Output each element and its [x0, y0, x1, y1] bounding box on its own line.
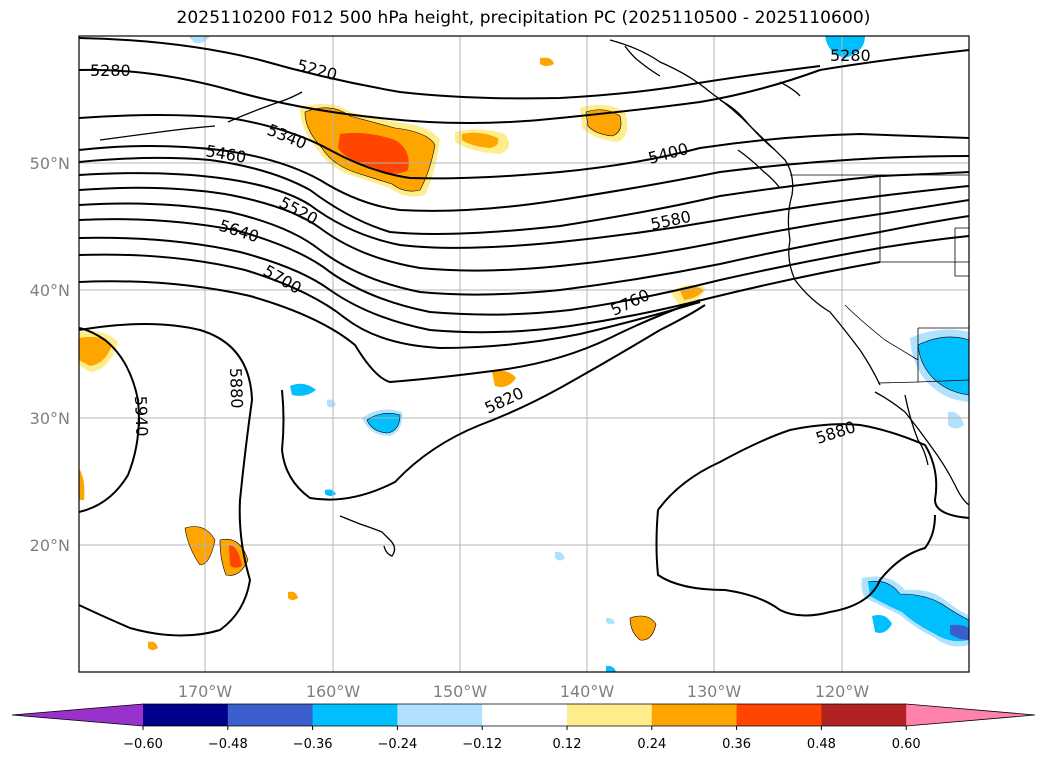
- lat-tick-label: 30°N: [30, 409, 70, 428]
- contour-label: 5880: [226, 367, 246, 408]
- plot-area: 5280 5220 5340 5460 5520 5640 5700 5400 …: [78, 35, 970, 673]
- colorbar: −0.60 −0.48 −0.36 −0.24 −0.12 0.12 0.24 0.36 0.4…: [11, 703, 1036, 752]
- colorbar-tick-label: −0.36: [293, 737, 333, 752]
- contour-label: 5280: [830, 46, 871, 65]
- colorbar-tick-label: 0.24: [637, 737, 666, 752]
- plot-frame: [78, 35, 970, 673]
- colorbar-tick-label: 0.12: [553, 737, 582, 752]
- colorbar-tick-label: 0.48: [807, 737, 836, 752]
- colorbar-swatch: [312, 704, 398, 726]
- colorbar-swatch: [736, 704, 822, 726]
- colorbar-tick-label: 0.60: [892, 737, 921, 752]
- colorbar-swatch: [397, 704, 483, 726]
- lat-tick-label: 50°N: [30, 154, 70, 173]
- colorbar-swatch: [651, 704, 738, 726]
- lat-tick-label: 40°N: [30, 281, 70, 300]
- lat-tick-label: 20°N: [30, 536, 70, 555]
- colorbar-swatch: [143, 704, 229, 726]
- longitude-ticks: 170°W 160°W 150°W 140°W 130°W 120°W: [178, 682, 870, 701]
- colorbar-extend-low: [12, 704, 143, 726]
- coastlines: [99, 39, 970, 557]
- contour-label: 5280: [90, 61, 131, 80]
- colorbar-swatch: [482, 704, 568, 726]
- colorbar-extend-high: [906, 704, 1035, 726]
- colorbar-tick-label: −0.12: [462, 737, 502, 752]
- contour-label: 5940: [131, 395, 151, 436]
- lon-tick-label: 120°W: [815, 682, 870, 701]
- colorbar-tick-label: 0.36: [722, 737, 751, 752]
- colorbar-swatch: [821, 704, 907, 726]
- colorbar-tick-label: −0.60: [123, 737, 163, 752]
- colorbar-swatch: [227, 704, 314, 726]
- colorbar-tick-label: −0.24: [377, 737, 417, 752]
- map-title: 2025110200 F012 500 hPa height, precipit…: [176, 8, 871, 28]
- lon-tick-label: 160°W: [306, 682, 361, 701]
- lon-tick-label: 140°W: [560, 682, 615, 701]
- lon-tick-label: 170°W: [178, 682, 233, 701]
- latitude-ticks: 50°N 40°N 30°N 20°N: [30, 154, 70, 555]
- colorbar-swatch: [567, 704, 653, 726]
- colorbar-tick-label: −0.48: [208, 737, 248, 752]
- lon-tick-label: 130°W: [687, 682, 742, 701]
- precipitation-outlines: [184, 107, 970, 641]
- height-contours: [78, 37, 970, 637]
- lon-tick-label: 150°W: [433, 682, 488, 701]
